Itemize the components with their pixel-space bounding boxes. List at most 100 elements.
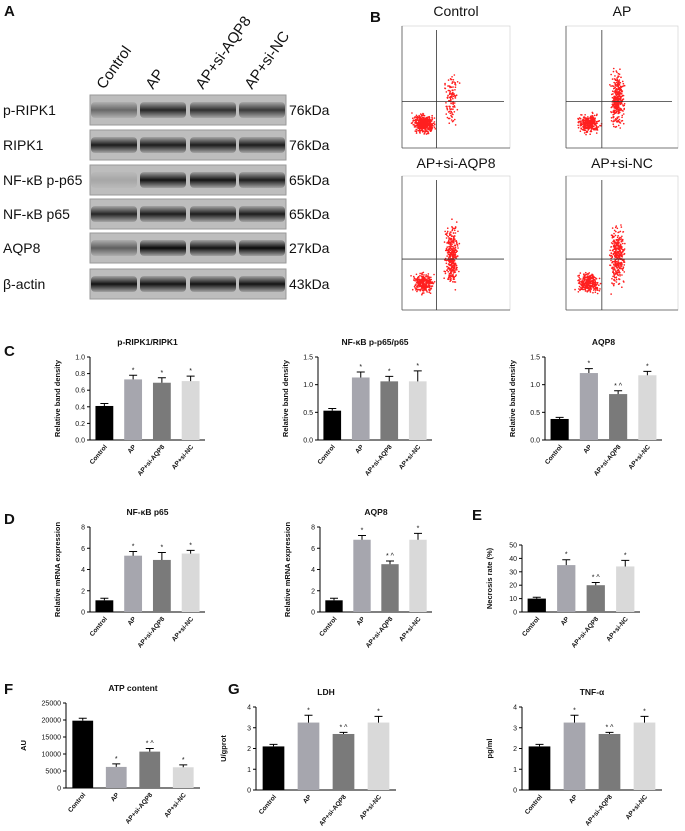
bar [172,767,194,788]
error-bar [374,715,383,723]
x-tick-label: AP+si-AQP8 [364,444,394,478]
y-tick-label: 1.0 [75,355,85,362]
blot-size-label: 65kDa [289,206,330,222]
y-axis-label: U/gprot [219,735,228,762]
error-bar [584,368,593,374]
chart-title: p-RIPK1/RIPK1 [117,337,178,347]
bar [638,375,657,440]
blot-size-label: 27kDa [289,240,330,256]
y-tick-label: 1.5 [530,355,540,362]
bar [586,585,605,612]
x-tick-label: AP [560,615,572,627]
blot-band [190,276,236,292]
x-tick-label: AP [302,793,314,805]
y-axis-label: Relative band density [281,359,290,437]
lane-label: Control [93,43,135,92]
x-tick-label: Control [258,794,278,816]
y-tick-label: 50 [509,543,517,550]
y-tick-label: 1.0 [530,382,540,389]
y-axis-label: Relative mRNA expression [283,522,292,618]
blot-band [190,102,236,118]
error-bar [643,370,652,376]
x-tick-label: AP+si-AQP8 [365,616,395,650]
blot-band [91,206,137,222]
x-tick-label: Control [89,616,109,638]
significance-mark: * ^ [606,724,615,731]
x-tick-label: AP+si-NC [625,794,650,822]
blot-size-label: 76kDa [289,137,330,153]
error-bar [614,390,623,395]
x-tick-label: AP [110,791,122,803]
error-bar [129,550,138,556]
y-tick-label: 10 [509,596,517,603]
x-tick-label: AP+si-AQP8 [124,792,154,826]
error-bar [157,552,166,560]
y-tick-label: 1.0 [303,382,313,389]
y-tick-label: 1 [513,767,517,774]
y-tick-label: 2 [513,746,517,753]
significance-mark: * [161,370,164,377]
bar [633,722,656,790]
panel-label: G [228,681,240,698]
blot-row-label: β-actin [3,276,45,292]
blot-band [91,172,137,188]
significance-mark: * [588,361,591,368]
error-bar [330,597,338,601]
bar [598,733,621,790]
y-tick-label: 40 [509,556,517,563]
bar [380,381,399,440]
significance-mark: * [416,363,419,370]
blot-size-label: 76kDa [289,102,330,118]
significance-mark: * ^ [592,575,601,582]
x-tick-label: Control [521,616,541,638]
significance-mark: * [388,368,391,375]
error-bar [186,375,195,382]
bar [332,733,355,790]
x-tick-label: AP+si-AQP8 [593,444,623,478]
x-tick-label: Control [544,444,564,466]
blot-row-label: p-RIPK1 [3,102,56,118]
error-bar [100,402,109,406]
error-bar [385,375,394,382]
y-tick-label: 0 [57,786,61,793]
bar [181,381,200,440]
bar [152,559,171,612]
dot-plot-title: AP+si-AQP8 [417,155,496,171]
error-bar [339,731,348,734]
blot-row-label: AQP8 [3,240,41,256]
bar [181,553,200,612]
significance-mark: * [359,364,362,371]
y-tick-label: 5000 [45,769,61,776]
dot-plot-title: Control [433,3,478,19]
y-tick-label: 0 [247,788,251,795]
x-tick-label: AP+si-AQP8 [318,794,348,828]
bar [297,722,320,790]
y-tick-label: 20 [509,583,517,590]
significance-mark: * ^ [614,383,623,390]
y-tick-label: 3 [247,725,251,732]
x-tick-label: AP+si-NC [605,616,630,644]
error-bar [555,416,564,419]
blot-band [140,276,186,292]
significance-mark: * [161,545,164,552]
error-bar [112,763,121,767]
panel-label: E [472,507,482,524]
x-tick-label: AP+si-NC [627,444,652,472]
y-tick-label: 8 [81,525,85,532]
blot-band [140,240,186,256]
chart-title: LDH [317,687,334,697]
bar [557,565,576,612]
blot-band [140,172,186,188]
dot-cloud [410,218,461,296]
x-tick-label: Control [524,794,544,816]
x-tick-label: Control [67,792,87,814]
panel-label: D [4,511,15,528]
error-bar [413,370,422,382]
error-bar [129,374,138,380]
significance-mark: * [189,542,192,549]
error-bar [591,582,600,586]
blot-band [140,137,186,153]
y-tick-label: 10000 [42,752,62,759]
